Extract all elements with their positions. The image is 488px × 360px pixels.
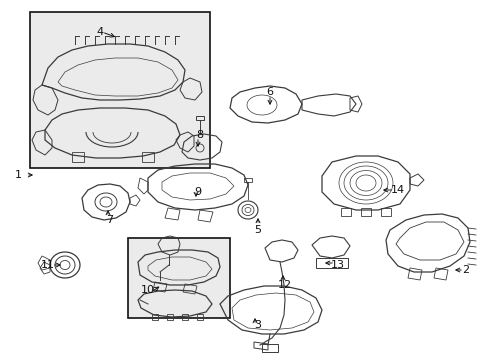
Text: 11: 11 [41, 260, 55, 270]
Text: 10: 10 [141, 285, 155, 295]
Text: 12: 12 [277, 280, 291, 290]
Text: 9: 9 [194, 187, 201, 197]
Text: 7: 7 [106, 215, 113, 225]
Bar [128, 238, 229, 318]
Text: 3: 3 [254, 320, 261, 330]
Text: 13: 13 [330, 260, 345, 270]
Text: 4: 4 [96, 27, 103, 37]
Text: 8: 8 [196, 130, 203, 140]
Text: 14: 14 [390, 185, 404, 195]
Text: 5: 5 [254, 225, 261, 235]
Bar [30, 12, 209, 168]
Text: 6: 6 [266, 87, 273, 97]
Text: 2: 2 [462, 265, 468, 275]
Text: 1: 1 [15, 170, 21, 180]
